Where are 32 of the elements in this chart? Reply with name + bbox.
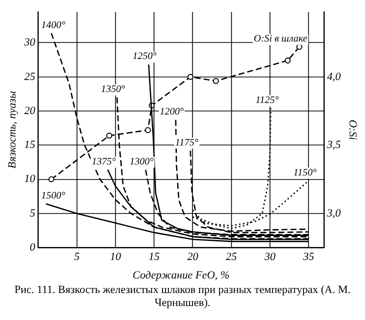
series-label: 1500°	[41, 190, 66, 202]
y-tick-label: 20	[24, 104, 36, 117]
y2-tick-label: 3,0	[326, 207, 342, 220]
x-tick-label: 25	[226, 251, 238, 264]
y-tick-label: 25	[24, 70, 36, 83]
y2-axis-title: O:Si	[346, 120, 359, 140]
series-label: 1200°	[160, 106, 184, 118]
series-label: 1125°	[255, 94, 279, 106]
series-label: O:Si в шлаке	[254, 33, 308, 44]
series-label: 1250°	[132, 51, 157, 62]
series-label: 1150°	[293, 167, 317, 178]
x-tick-label: 30	[263, 251, 276, 264]
x-tick-label: 5	[74, 251, 80, 264]
text: Рис. 111. Вязкость железистых шлаков при разных температурах (А. М. Чернышев).	[13, 284, 352, 310]
series-label: 1400°	[41, 20, 66, 31]
x-axis-title: Содержание FeO, %	[132, 269, 230, 282]
y-tick-label: 30	[23, 36, 36, 49]
series-label: 1350°	[101, 84, 125, 95]
y2-tick-label: 3,5	[326, 139, 342, 152]
y-tick-label: 5	[30, 207, 36, 220]
series-label: 1375°	[92, 156, 116, 168]
y-axis-title: Вязкость, пуазы	[6, 90, 18, 169]
series-label: 1175°	[175, 137, 198, 148]
x-tick-label: 20	[187, 251, 199, 264]
x-tick-label: 15	[148, 251, 160, 264]
x-tick-label: 10	[110, 251, 122, 264]
y-tick-label: 10	[24, 173, 36, 186]
series-label: 1300°	[130, 156, 154, 168]
y2-tick-label: 4,0	[327, 70, 342, 83]
x-tick-label: 35	[302, 251, 315, 264]
y-tick-label: 0	[30, 241, 36, 254]
y-tick-label: 15	[24, 139, 36, 152]
